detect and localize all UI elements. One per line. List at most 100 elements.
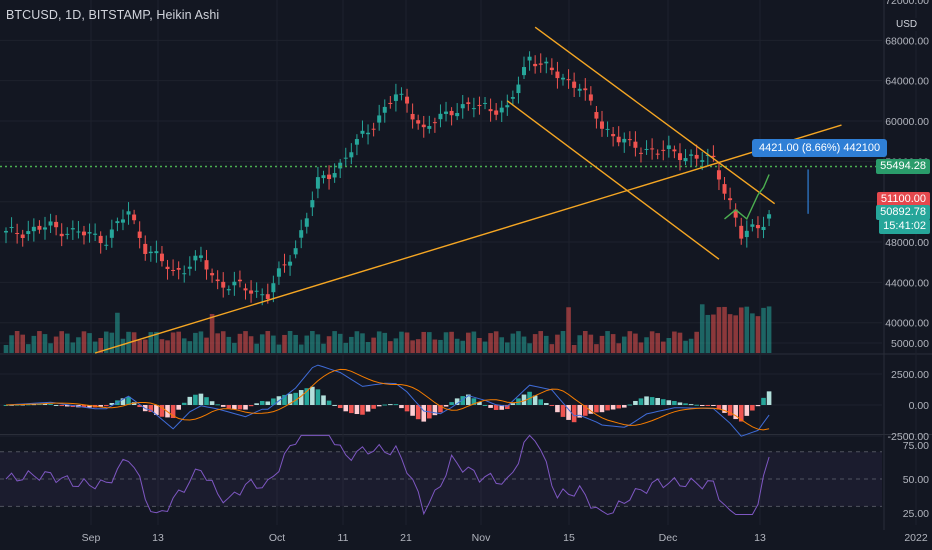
macd-histogram-bar <box>87 405 92 408</box>
macd-histogram-bar <box>254 403 259 405</box>
macd-histogram-bar <box>582 405 588 416</box>
volume-bar <box>633 333 638 353</box>
macd-histogram-bar <box>131 402 137 405</box>
macd-histogram-bar <box>248 405 254 407</box>
candle-body <box>711 155 716 158</box>
volume-bar <box>382 332 388 353</box>
candle-body <box>215 279 220 282</box>
volume-bar <box>438 339 443 353</box>
macd-line <box>5 364 770 437</box>
volume-bar <box>616 343 621 353</box>
volume-bar <box>722 306 727 353</box>
volume-bar <box>215 333 220 353</box>
volume-bar <box>477 338 482 353</box>
macd-tick-label: -2500.00 <box>888 431 930 443</box>
candle-body <box>555 71 560 79</box>
volume-bar <box>733 315 738 353</box>
volume-bar <box>738 307 744 353</box>
macd-histogram-bar <box>750 405 755 411</box>
trendline <box>506 100 720 260</box>
macd-histogram-bar <box>371 405 376 409</box>
candle-body <box>198 255 203 258</box>
macd-histogram-bar <box>633 400 638 405</box>
candle-body <box>321 175 326 179</box>
candle-body <box>299 230 304 238</box>
macd-histogram-bar <box>382 404 388 406</box>
volume-bar <box>76 337 81 353</box>
candle-body <box>627 139 632 141</box>
candle-body <box>644 148 649 150</box>
macd-histogram-bar <box>154 405 159 415</box>
candle-body <box>159 253 164 262</box>
candle-body <box>165 266 170 270</box>
volume-bar <box>393 338 399 353</box>
volume-bar <box>181 338 187 353</box>
candle-body <box>444 111 449 114</box>
volume-bar <box>744 306 750 353</box>
macd-histogram-bar <box>181 402 187 405</box>
candle-body <box>98 235 103 244</box>
macd-histogram-bar <box>454 398 460 405</box>
candle-body <box>132 214 137 221</box>
volume-bar <box>482 341 488 353</box>
macd-histogram-bar <box>766 391 772 405</box>
candle-body <box>544 61 549 64</box>
volume-bar <box>599 335 605 353</box>
macd-histogram-bar <box>649 397 655 405</box>
macd-tick-label: 0.00 <box>909 400 930 412</box>
macd-histogram-bar <box>599 405 605 413</box>
volume-bar <box>466 332 471 353</box>
macd-histogram-bar <box>761 397 766 405</box>
macd-histogram-bar <box>64 405 70 407</box>
macd-histogram-bar <box>644 396 649 405</box>
volume-bar <box>449 331 454 353</box>
macd-histogram-bar <box>432 405 438 416</box>
macd-histogram-bar <box>137 405 142 408</box>
price-tick-label: 64000.00 <box>885 76 929 88</box>
volume-bar <box>605 331 610 353</box>
symbol-legend: BTCUSD, 1D, BITSTAMP, Heikin Ashi <box>6 8 220 22</box>
volume-bar <box>98 337 103 353</box>
volume-bar <box>204 337 209 353</box>
candle-body <box>171 269 176 271</box>
candle-body <box>193 255 198 261</box>
candle-body <box>288 261 293 266</box>
candle-body <box>237 279 242 282</box>
volume-bar <box>505 342 510 353</box>
candle-body <box>249 290 254 294</box>
macd-histogram-bar <box>304 388 310 405</box>
macd-histogram-bar <box>571 405 577 423</box>
volume-bar <box>120 338 126 353</box>
volume-bar <box>610 334 616 353</box>
candle-body <box>148 251 153 254</box>
volume-bar <box>705 314 711 353</box>
candle-body <box>137 231 142 238</box>
candle-body <box>716 170 721 180</box>
candle-body <box>488 109 493 112</box>
candle-body <box>327 174 332 180</box>
candle-body <box>332 173 337 178</box>
candle-body <box>672 149 677 152</box>
candle-body <box>471 108 476 110</box>
candle-body <box>605 128 610 130</box>
candle-body <box>243 288 248 291</box>
candle-body <box>260 294 265 296</box>
macd-histogram-bar <box>310 386 315 405</box>
volume-bar <box>232 342 237 353</box>
macd-histogram-bar <box>226 405 232 409</box>
x-tick-label: 13 <box>754 532 766 544</box>
macd-histogram-bar <box>187 396 193 405</box>
macd-histogram-bar <box>271 398 276 405</box>
volume-bar <box>543 335 549 353</box>
macd-histogram-bar <box>215 404 220 406</box>
macd-histogram-bar <box>505 405 510 409</box>
candle-body <box>26 231 31 234</box>
volume-bar <box>532 334 538 353</box>
macd-histogram-bar <box>466 394 471 405</box>
volume-bar <box>293 334 298 353</box>
macd-histogram-bar <box>410 405 415 416</box>
volume-bar <box>187 341 193 353</box>
macd-histogram-bar <box>660 399 666 405</box>
